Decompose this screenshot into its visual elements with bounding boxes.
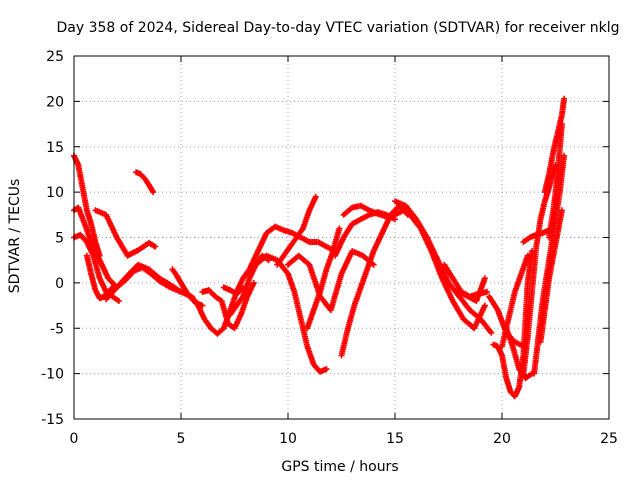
grid-lines — [74, 56, 609, 419]
data-point-trail — [220, 284, 247, 297]
chart-title: Day 358 of 2024, Sidereal Day-to-day VTE… — [57, 20, 620, 36]
x-tick-label: 10 — [279, 431, 297, 447]
data-point-trail — [246, 223, 339, 273]
data-point-trail — [92, 207, 159, 259]
data-point-trail — [340, 202, 407, 220]
series-arc-17 — [304, 225, 343, 332]
data-point-trail — [274, 193, 319, 268]
y-tick-label: 15 — [46, 140, 64, 156]
series-arc-6 — [103, 261, 195, 303]
series-arc-4 — [83, 252, 116, 302]
series-arc-10 — [199, 279, 257, 332]
plot-frame — [73, 55, 610, 420]
series-arc-20 — [340, 202, 407, 220]
series-arc-34 — [520, 227, 553, 245]
series-arc-16 — [285, 248, 377, 314]
data-points — [71, 95, 568, 400]
data-point-trail — [199, 279, 257, 332]
y-tick-label: 10 — [46, 185, 64, 201]
y-tick-labels: -15 -10 -5 0 5 10 15 20 25 — [41, 49, 64, 428]
data-point-trail — [304, 225, 343, 332]
data-point-trail — [520, 227, 553, 245]
data-point-trail — [285, 248, 377, 314]
x-tick-labels: 0 5 10 15 20 25 — [70, 431, 618, 447]
data-point-trail — [252, 252, 330, 375]
data-point-trail — [456, 275, 488, 304]
series-arc-18 — [338, 202, 411, 359]
series-arc-12 — [227, 252, 272, 318]
y-tick-label: -15 — [41, 412, 64, 428]
series-arc-13 — [246, 223, 339, 273]
y-tick-label: 25 — [46, 49, 64, 65]
data-point-trail — [133, 169, 157, 196]
x-tick-label: 5 — [177, 431, 186, 447]
data-point-trail — [537, 207, 565, 345]
data-point-trail — [83, 252, 116, 302]
x-tick-label: 15 — [386, 431, 404, 447]
x-tick-label: 20 — [493, 431, 511, 447]
series-arc-22 — [396, 202, 488, 332]
y-axis-label: SDTVAR / TECUs — [7, 179, 23, 294]
x-tick-label: 0 — [70, 431, 79, 447]
y-tick-label: 5 — [55, 231, 64, 247]
series-arc-24 — [456, 275, 488, 304]
data-point-trail — [396, 202, 488, 332]
series-arc-33 — [546, 121, 565, 241]
series-arc-15 — [274, 193, 319, 268]
series-arc-7 — [133, 169, 157, 196]
x-axis-label: GPS time / hours — [281, 459, 398, 475]
y-tick-label: -5 — [50, 321, 64, 337]
series-arc-5 — [92, 207, 159, 259]
y-tick-label: 20 — [46, 94, 64, 110]
series-arc-11 — [220, 284, 247, 297]
series-arc-31 — [537, 207, 565, 345]
data-point-trail — [338, 202, 411, 359]
y-tick-label: -10 — [41, 367, 64, 383]
data-point-trail — [546, 121, 565, 241]
data-point-trail — [103, 261, 195, 303]
series-arc-14 — [252, 252, 330, 375]
x-tick-label: 25 — [600, 431, 618, 447]
data-point-trail — [227, 252, 272, 318]
y-tick-label: 0 — [55, 276, 64, 292]
